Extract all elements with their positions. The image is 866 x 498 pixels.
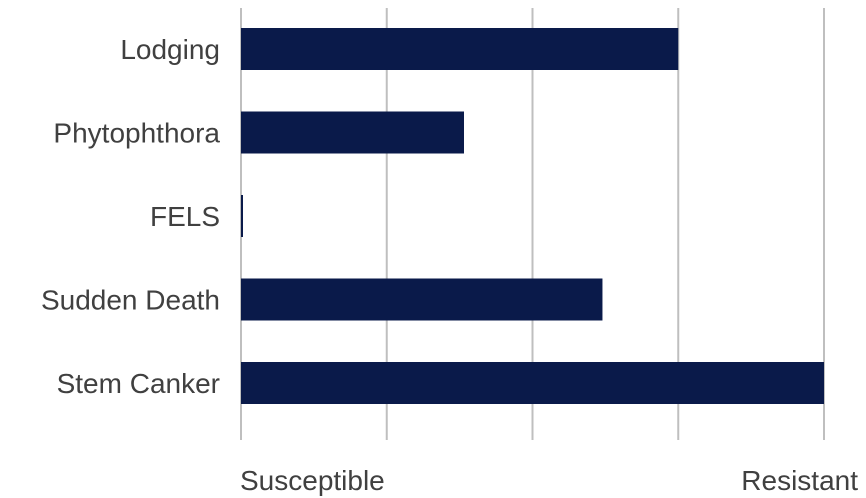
category-label-sudden-death: Sudden Death (41, 285, 220, 316)
category-label-fels: FELS (150, 201, 220, 232)
category-label-stem-canker: Stem Canker (57, 368, 220, 399)
x-axis-max-label: Resistant (741, 465, 858, 496)
bar-lodging (241, 28, 679, 70)
bar-sudden-death (241, 278, 603, 321)
x-axis-min-label: Susceptible (240, 465, 385, 496)
category-labels: Lodging Phytophthora FELS Sudden Death Stem … (41, 34, 220, 399)
bars (241, 28, 824, 404)
bar-fels (241, 195, 243, 237)
category-label-lodging: Lodging (120, 34, 220, 65)
x-axis-labels: Susceptible Resistant (240, 465, 858, 496)
bar-stem-canker (241, 362, 824, 404)
bar-phytophthora (241, 111, 464, 154)
category-label-phytophthora: Phytophthora (53, 118, 220, 149)
